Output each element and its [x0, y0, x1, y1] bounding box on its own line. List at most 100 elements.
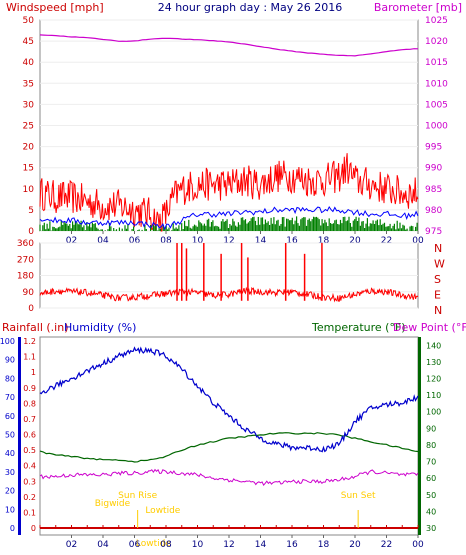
- compass-label: E: [434, 289, 441, 302]
- windspeed-tick-label: 40: [23, 58, 35, 68]
- barometer-tick-label: 995: [425, 143, 442, 153]
- climate-xtick-label: 14: [255, 540, 267, 550]
- barometer-tick-label: 980: [425, 206, 442, 216]
- annotation-label: Bigwide: [95, 499, 131, 509]
- temperature-tick-label: 30: [426, 524, 436, 533]
- compass-label: N: [434, 242, 442, 255]
- humidity-tick-label: 10: [5, 505, 15, 514]
- rainfall-tick-label: 0.9: [23, 384, 36, 393]
- windspeed-tick-label: 15: [23, 164, 34, 174]
- humidity-tick-label: 40: [5, 449, 15, 458]
- rainfall-tick-label: 1.1: [23, 353, 36, 362]
- temperature-tick-label: 100: [426, 408, 441, 417]
- temperature-tick-label: 130: [426, 358, 441, 367]
- calm-series-bars: [39, 216, 418, 231]
- humidity-tick-label: 50: [5, 431, 15, 440]
- windspeed-tick-label: 20: [23, 143, 35, 153]
- temperature-tick-label: 50: [426, 491, 436, 500]
- humidity-tick-label: 60: [5, 412, 15, 421]
- windspeed-tick-label: 35: [23, 79, 34, 89]
- climate-xtick-label: 16: [286, 540, 298, 550]
- temperature-tick-label: 40: [426, 507, 436, 516]
- rainfall-tick-label: 0.4: [23, 462, 36, 471]
- dewpoint-axis-title: Dew Point (°F): [393, 321, 466, 334]
- barometer-tick-label: 1010: [425, 79, 448, 89]
- temperature-axis-title: Temperature (°F): [311, 321, 406, 334]
- barometer-axis-title: Barometer [mb]: [374, 1, 462, 14]
- climate-xtick-label: 00: [412, 540, 424, 550]
- barometer-tick-label: 1015: [425, 58, 448, 68]
- temperature-series-line: [39, 432, 419, 463]
- temperature-tick-label: 60: [426, 474, 436, 483]
- windspeed-tick-label: 45: [23, 37, 34, 47]
- direction-tick-label: 360: [17, 239, 34, 249]
- direction-tick-label: 180: [17, 272, 34, 282]
- wind-xtick-label: 08: [160, 236, 172, 246]
- windspeed-series-line: [39, 153, 419, 232]
- barometer-tick-label: 1005: [425, 100, 448, 110]
- compass-label: W: [434, 258, 445, 271]
- humidity-axis-bar: [18, 337, 21, 535]
- compass-label: S: [434, 273, 441, 286]
- barometer-tick-label: 1000: [425, 122, 448, 132]
- rainfall-tick-label: 0.6: [23, 431, 36, 440]
- direction-series-line: [39, 286, 419, 303]
- barometer-series-line: [39, 34, 419, 57]
- humidity-tick-label: 70: [5, 393, 15, 402]
- climate-xtick-label: 20: [349, 540, 361, 550]
- graph-title: 24 hour graph day : May 26 2016: [158, 1, 343, 14]
- humidity-tick-label: 80: [5, 374, 15, 383]
- wind-xtick-label: 22: [381, 236, 392, 246]
- wind-xtick-label: 16: [286, 236, 298, 246]
- temperature-tick-label: 70: [426, 458, 436, 467]
- rainfall-axis-title: Rainfall (.in): [2, 321, 69, 334]
- climate-xtick-label: 02: [66, 540, 77, 550]
- barometer-tick-label: 975: [425, 227, 442, 237]
- barometer-tick-label: 990: [425, 164, 442, 174]
- rainfall-tick-label: 1: [31, 368, 36, 377]
- direction-tick-label: 270: [17, 255, 34, 265]
- rainfall-tick-label: 0.5: [23, 446, 36, 455]
- direction-tick-label: 90: [23, 288, 35, 298]
- windspeed-tick-label: 30: [23, 100, 35, 110]
- compass-label: N: [434, 304, 442, 317]
- climate-panel: 010203040506070809010000.10.20.30.40.50.…: [0, 337, 441, 550]
- windspeed-tick-label: 5: [28, 206, 34, 216]
- annotation-label: Lowtide: [136, 539, 171, 549]
- climate-xtick-label: 10: [192, 540, 204, 550]
- temperature-tick-label: 90: [426, 424, 436, 433]
- wind-xtick-label: 12: [223, 236, 234, 246]
- wind-xtick-label: 10: [192, 236, 204, 246]
- rainfall-tick-label: 0: [31, 524, 36, 533]
- windspeed-tick-label: 0: [28, 227, 34, 237]
- annotation-label: Sun Set: [341, 491, 376, 501]
- rainfall-tick-label: 0.1: [23, 508, 36, 517]
- climate-xtick-label: 18: [318, 540, 330, 550]
- temperature-tick-label: 120: [426, 375, 441, 384]
- windspeed-axis-title: Windspeed [mph]: [6, 1, 104, 14]
- barometer-tick-label: 1025: [425, 16, 448, 26]
- windspeed-tick-label: 50: [23, 16, 35, 26]
- wind-xtick-label: 02: [66, 236, 77, 246]
- wind-xtick-label: 14: [255, 236, 267, 246]
- climate-xtick-label: 04: [97, 540, 109, 550]
- dewpoint-series-line: [39, 468, 419, 486]
- windspeed-tick-label: 25: [23, 122, 34, 132]
- climate-xtick-label: 08: [160, 540, 172, 550]
- humidity-tick-label: 0: [10, 524, 15, 533]
- average-series-line: [39, 206, 419, 231]
- rainfall-tick-label: 0.2: [23, 493, 36, 502]
- annotation-label: Sun Rise: [118, 491, 157, 501]
- barometer-tick-label: 1020: [425, 37, 448, 47]
- wind-xtick-label: 00: [412, 236, 424, 246]
- rainfall-tick-label: 0.3: [23, 477, 36, 486]
- wind-xtick-label: 20: [349, 236, 361, 246]
- direction-tick-label: 0: [28, 304, 34, 314]
- rainfall-tick-label: 0.7: [23, 415, 36, 424]
- wind-panel: 0510152025303540455097598098599099510001…: [23, 16, 449, 246]
- barometer-tick-label: 985: [425, 185, 442, 195]
- annotation-label: Lowtide: [145, 506, 180, 516]
- climate-xtick-label: 06: [129, 540, 141, 550]
